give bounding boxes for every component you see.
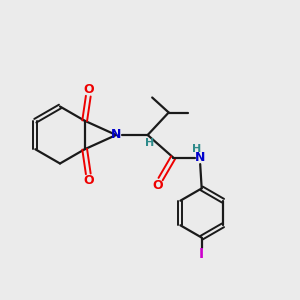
Text: O: O [83, 83, 94, 96]
Text: O: O [152, 179, 163, 192]
Text: H: H [145, 138, 154, 148]
Text: N: N [195, 151, 206, 164]
Text: H: H [192, 144, 201, 154]
Text: N: N [111, 128, 122, 142]
Text: I: I [199, 247, 204, 261]
Text: O: O [83, 174, 94, 187]
